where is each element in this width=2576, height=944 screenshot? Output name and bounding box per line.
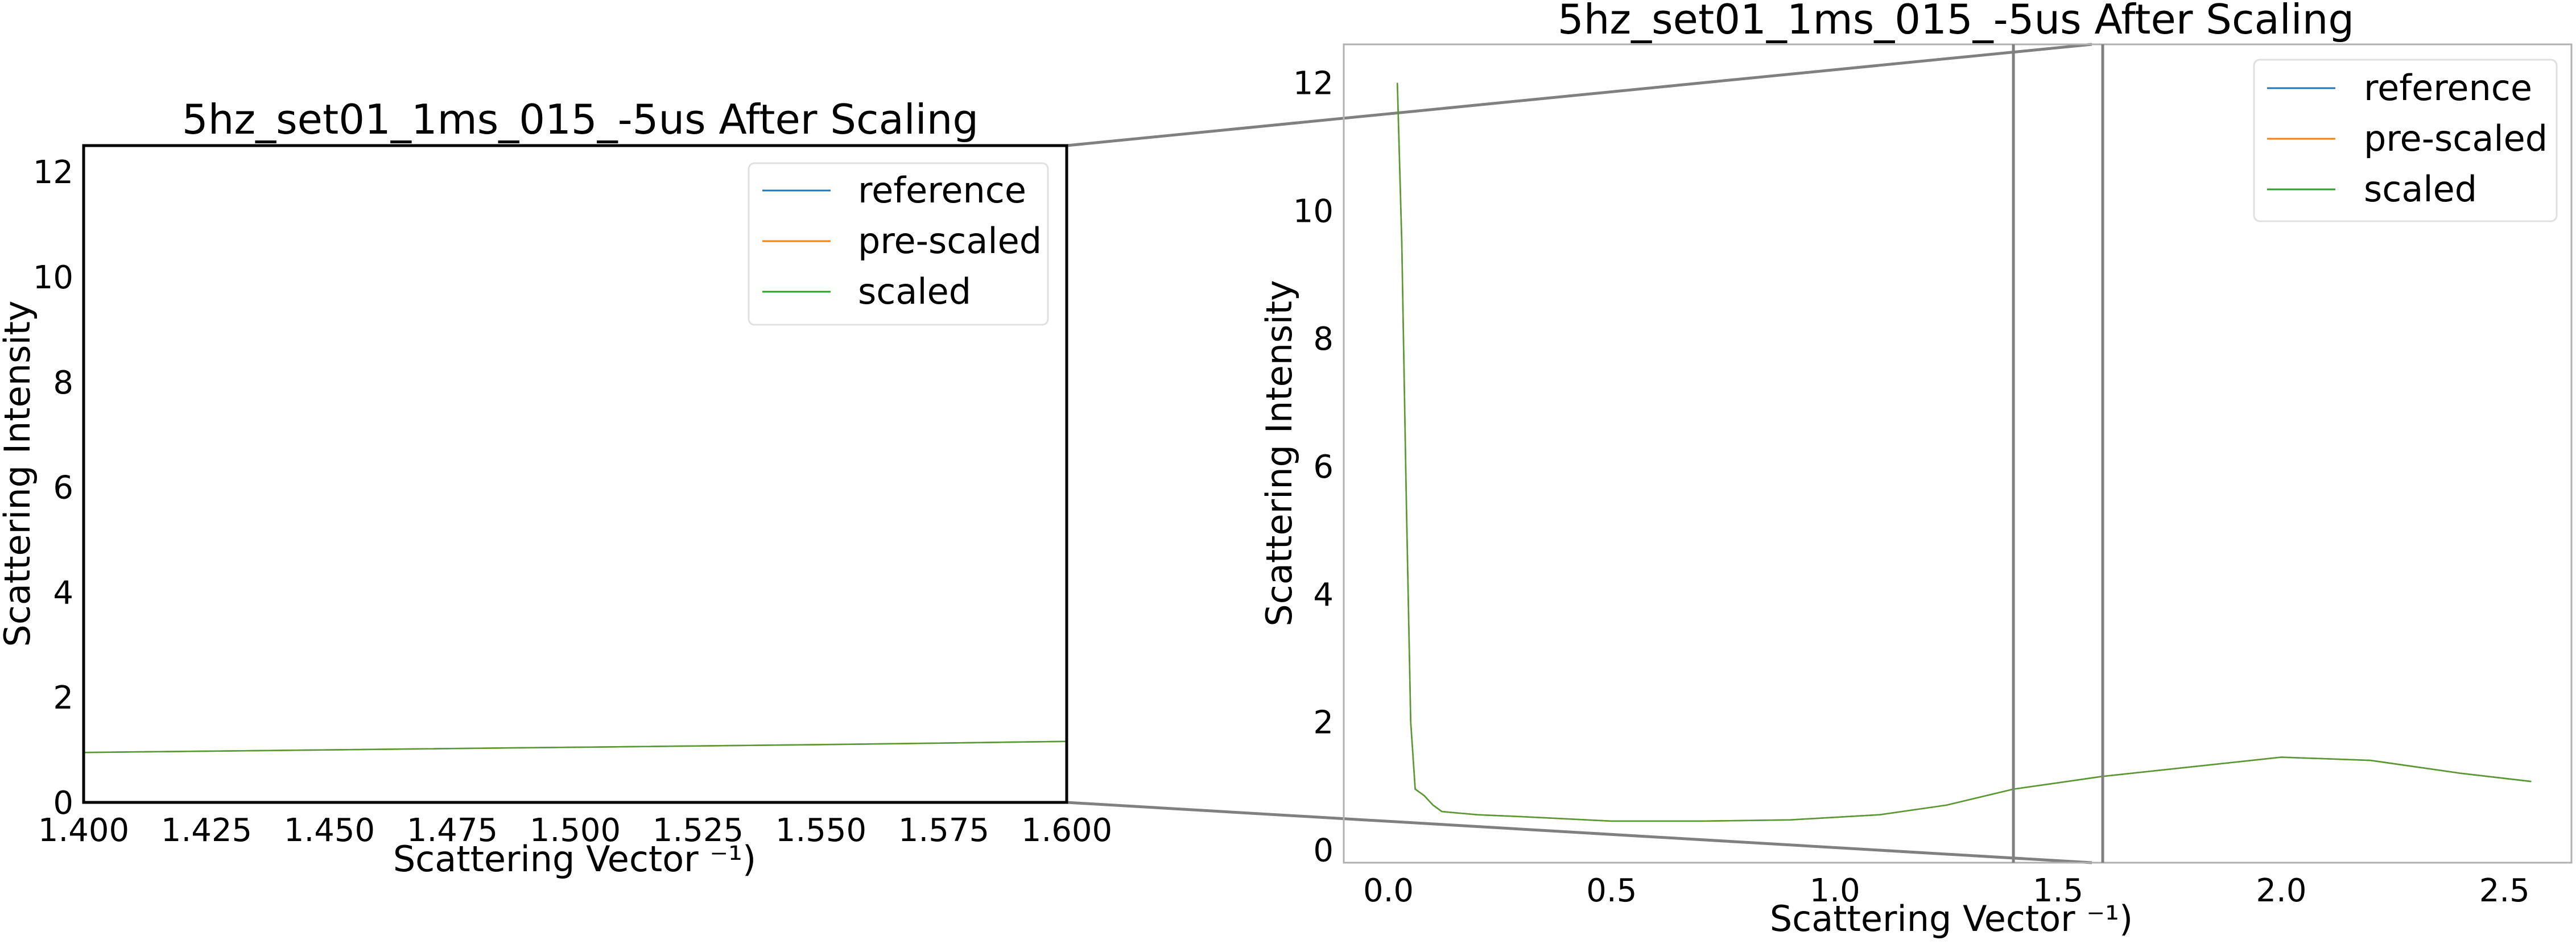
right-y-tick-label: 6 <box>1313 449 1334 486</box>
right-chart-title: 5hz_set01_1ms_015_-5us After Scaling <box>1558 0 2354 43</box>
left-x-tick-label: 1.400 <box>38 812 129 849</box>
left-y-axis-label: Scattering Intensity <box>0 300 38 647</box>
right-y-axis-label: Scattering Intensity <box>1258 280 1300 626</box>
right-axes-frame <box>1343 43 2573 864</box>
left-y-tick-label: 0 <box>53 785 73 822</box>
right-panel: 5hz_set01_1ms_015_-5us After Scaling Sca… <box>1258 0 2573 939</box>
right-legend-label-reference: reference <box>2364 67 2532 109</box>
right-y-tick-label: 4 <box>1313 577 1334 614</box>
right-legend-label-pre-scaled: pre-scaled <box>2364 118 2548 159</box>
right-y-tick-label: 8 <box>1313 321 1334 358</box>
right-x-tick-label: 2.0 <box>2256 872 2306 909</box>
left-legend-label-scaled: scaled <box>858 271 971 312</box>
right-x-tick-label: 0.0 <box>1363 872 1414 909</box>
right-y-tick-label: 0 <box>1313 833 1334 870</box>
zoom-connector-top <box>1066 43 2092 147</box>
right-y-tick-label: 12 <box>1293 65 1334 102</box>
right-x-ticks: 0.0 0.5 1.0 1.5 2.0 2.5 <box>1363 872 2530 909</box>
right-y-ticks: 0 2 4 6 8 10 12 <box>1293 65 1334 869</box>
right-plot-area <box>1396 82 2532 822</box>
right-x-tick-label: 1.0 <box>1810 872 1860 909</box>
right-y-tick-label: 2 <box>1313 705 1334 742</box>
right-series-scaled <box>1396 82 2532 822</box>
right-x-tick-label: 1.5 <box>2033 872 2083 909</box>
zoom-region-indicator <box>2012 44 2104 863</box>
left-x-tick-label: 1.425 <box>161 812 252 849</box>
right-y-tick-label: 10 <box>1293 193 1334 230</box>
left-axes-frame <box>82 144 1068 804</box>
left-x-tick-label: 1.475 <box>407 812 498 849</box>
left-y-tick-label: 2 <box>53 680 73 717</box>
left-legend-box <box>748 162 1049 326</box>
left-y-tick-label: 10 <box>33 259 73 296</box>
left-legend-label-reference: reference <box>858 169 1026 211</box>
left-plot-area <box>83 740 1067 753</box>
left-panel: 5hz_set01_1ms_015_-5us After Scaling Sca… <box>0 96 1112 880</box>
left-x-tick-label: 1.575 <box>898 812 989 849</box>
left-x-tick-label: 1.500 <box>530 812 621 849</box>
left-y-tick-label: 8 <box>53 365 73 401</box>
right-x-tick-label: 0.5 <box>1586 872 1637 909</box>
right-x-axis-label: Scattering Vector ⁻¹) <box>1770 898 2133 939</box>
left-x-tick-label: 1.550 <box>775 812 866 849</box>
left-y-ticks: 0 2 4 6 8 10 12 <box>33 154 73 822</box>
right-x-tick-label: 2.5 <box>2479 872 2530 909</box>
left-y-tick-label: 4 <box>53 574 73 611</box>
left-y-tick-label: 6 <box>53 470 73 507</box>
left-x-tick-label: 1.600 <box>1021 812 1112 849</box>
left-x-ticks: 1.400 1.425 1.450 1.475 1.500 1.525 1.550 1.575… <box>38 812 1112 849</box>
left-x-tick-label: 1.525 <box>653 812 744 849</box>
zoom-connectors <box>1066 43 2092 864</box>
right-legend: reference pre-scaled scaled <box>2253 59 2558 222</box>
right-legend-box <box>2253 59 2558 222</box>
zoom-connector-bottom <box>1066 801 2092 864</box>
left-chart-title: 5hz_set01_1ms_015_-5us After Scaling <box>182 96 979 143</box>
left-legend-label-pre-scaled: pre-scaled <box>858 220 1042 262</box>
left-series-scaled <box>83 740 1067 753</box>
left-legend: reference pre-scaled scaled <box>748 162 1049 326</box>
left-y-tick-label: 12 <box>33 154 73 191</box>
left-x-tick-label: 1.450 <box>284 812 375 849</box>
left-x-axis-label: Scattering Vector ⁻¹) <box>393 838 756 880</box>
right-legend-label-scaled: scaled <box>2364 168 2477 210</box>
